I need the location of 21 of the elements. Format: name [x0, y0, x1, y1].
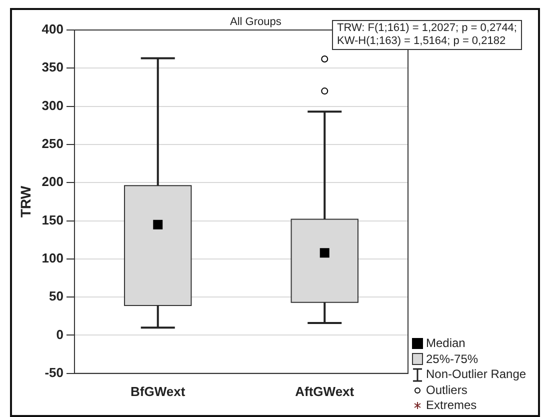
y-tick-label: 250: [42, 136, 64, 152]
y-tick-label: 50: [49, 288, 64, 304]
text: Median: [426, 336, 466, 352]
y-tick-label: -50: [44, 364, 64, 380]
y-axis-title: TRW: [17, 185, 34, 218]
text: Outliers: [426, 382, 468, 398]
y-tick-label: 200: [42, 174, 64, 190]
y-tick-label: 300: [42, 98, 64, 113]
text: 25%-75%: [426, 352, 478, 367]
y-tick-label: 150: [42, 212, 64, 228]
y-tick-label: 0: [56, 326, 64, 342]
chart-title: All Groups: [230, 16, 282, 28]
x-tick-label: AftGWext: [295, 384, 355, 399]
x-tick-label: BfGWext: [130, 384, 186, 399]
text: Non-Outlier Range: [426, 367, 526, 382]
y-tick-label: 400: [42, 22, 64, 37]
text: Extremes: [426, 398, 477, 414]
y-tick-label: 100: [42, 250, 64, 266]
annotation: TRW: F(1;161) = 1,2027; p = 0,2744;: [337, 22, 517, 35]
y-tick-label: 350: [42, 60, 64, 75]
annotation: KW-H(1;163) = 1,5164; p = 0,2182: [337, 35, 507, 48]
